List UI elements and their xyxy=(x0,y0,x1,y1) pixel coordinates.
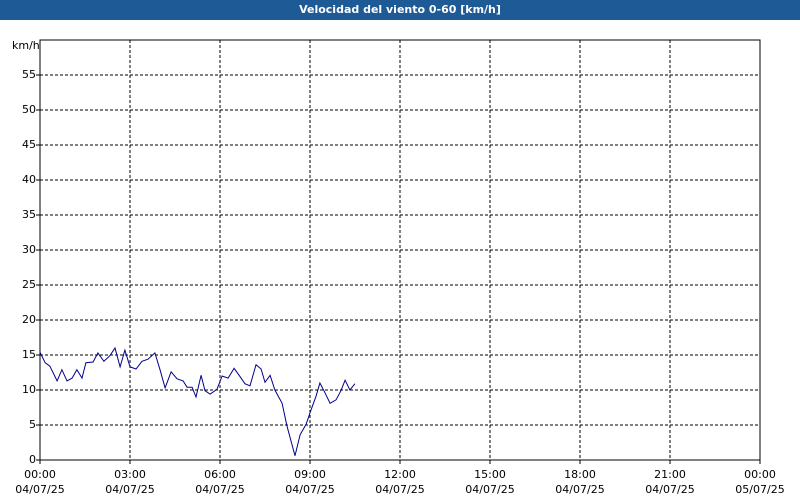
y-tick-label: 50 xyxy=(22,103,36,116)
x-tick-label: 09:00 xyxy=(294,468,326,481)
chart-title: Velocidad del viento 0-60 [km/h] xyxy=(299,3,501,16)
x-tick-date: 04/07/25 xyxy=(105,483,154,496)
title-bar xyxy=(0,0,800,20)
x-tick-label: 21:00 xyxy=(654,468,686,481)
x-tick-label: 00:00 xyxy=(744,468,776,481)
x-tick-label: 18:00 xyxy=(564,468,596,481)
x-tick-label: 00:00 xyxy=(24,468,56,481)
y-tick-label: 35 xyxy=(22,208,36,221)
y-tick-label: 10 xyxy=(22,383,36,396)
x-tick-date: 04/07/25 xyxy=(285,483,334,496)
y-axis-label: km/h xyxy=(12,39,40,52)
y-tick-label: 25 xyxy=(22,278,36,291)
x-tick-date: 05/07/25 xyxy=(735,483,784,496)
x-tick-date: 04/07/25 xyxy=(645,483,694,496)
x-tick-date: 04/07/25 xyxy=(555,483,604,496)
y-tick-label: 45 xyxy=(22,138,36,151)
y-tick-label: 20 xyxy=(22,313,36,326)
y-tick-label: 55 xyxy=(22,68,36,81)
y-tick-label: 15 xyxy=(22,348,36,361)
x-tick-label: 03:00 xyxy=(114,468,146,481)
x-tick-label: 15:00 xyxy=(474,468,506,481)
data-line xyxy=(39,346,356,456)
x-tick-label: 12:00 xyxy=(384,468,416,481)
y-tick-label: 0 xyxy=(29,453,36,466)
y-tick-label: 30 xyxy=(22,243,36,256)
x-tick-date: 04/07/25 xyxy=(195,483,244,496)
y-tick-label: 5 xyxy=(29,418,36,431)
y-tick-label: 40 xyxy=(22,173,36,186)
x-tick-date: 04/07/25 xyxy=(15,483,64,496)
x-tick-date: 04/07/25 xyxy=(465,483,514,496)
x-tick-label: 06:00 xyxy=(204,468,236,481)
x-tick-date: 04/07/25 xyxy=(375,483,424,496)
